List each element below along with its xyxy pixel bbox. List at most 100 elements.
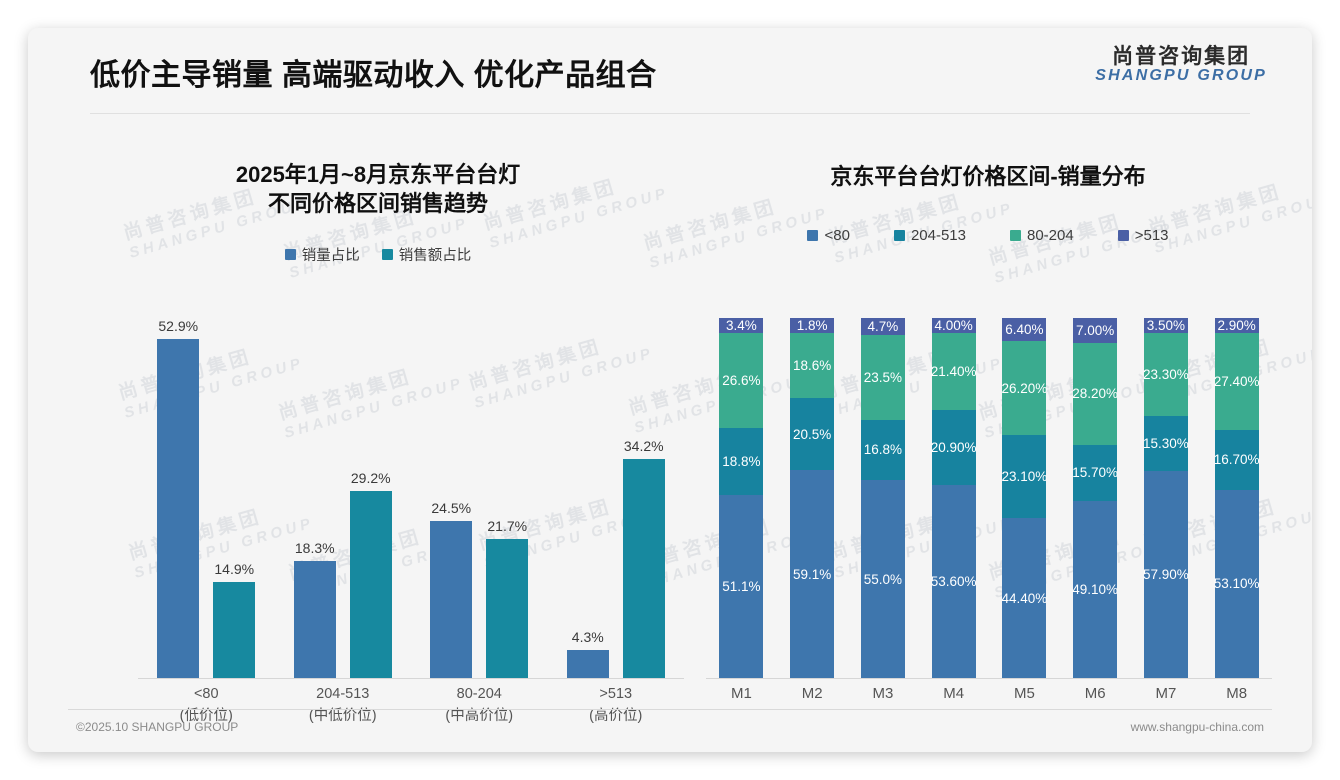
segment-value-label: 4.00% xyxy=(934,318,973,333)
stacked-bar[interactable]: 7.00% 28.20% 15.70% 49.10% xyxy=(1072,318,1119,678)
stacked-bar-segment[interactable]: 49.10% xyxy=(1072,501,1119,678)
left-chart-title-line2: 不同价格区间销售趋势 xyxy=(267,191,488,217)
stacked-bar-segment[interactable]: 1.8% xyxy=(790,318,835,333)
stacked-bar-segment[interactable]: 15.70% xyxy=(1072,444,1118,502)
left-chart-plot: 52.9% 14.9% 18.3% 29.2% 24.5% 21.7% 4.3% 34.2% xyxy=(138,306,684,678)
right-legend-item[interactable]: >513 xyxy=(1117,227,1169,244)
stacked-bar[interactable]: 2.90% 27.40% 16.70% 53.10% xyxy=(1213,318,1260,678)
x-axis-label: M1 xyxy=(730,685,752,702)
segment-value-label: 28.20% xyxy=(1072,386,1119,402)
stacked-bar-segment[interactable]: 53.10% xyxy=(1214,489,1260,678)
bar[interactable] xyxy=(430,521,473,678)
stacked-bar-segment[interactable]: 6.40% xyxy=(1002,318,1047,342)
segment-value-label: 27.40% xyxy=(1213,374,1260,390)
legend-label: 销售额占比 xyxy=(398,248,472,265)
left-chart-axis-line xyxy=(138,678,684,679)
stacked-bar-segment[interactable]: 27.40% xyxy=(1213,333,1260,431)
logo-english-text: SHANGPU GROUP xyxy=(1095,67,1267,85)
stacked-bar-segment[interactable]: 16.70% xyxy=(1214,430,1260,490)
bar[interactable] xyxy=(486,539,529,678)
stacked-bar-segment[interactable]: 4.00% xyxy=(931,318,976,333)
x-axis-label: M4 xyxy=(943,685,965,702)
stacked-bar-segment[interactable]: 21.40% xyxy=(930,333,977,410)
right-chart-axis-line xyxy=(706,678,1272,679)
bar-group: 52.9% 14.9% xyxy=(138,306,275,678)
stacked-bar-segment[interactable]: 26.20% xyxy=(1001,341,1047,436)
stacked-bar-column[interactable]: 4.7% 23.5% 16.8% 55.0% xyxy=(848,318,919,678)
stacked-bar[interactable]: 3.50% 23.30% 15.30% 57.90% xyxy=(1143,318,1189,678)
stacked-bar-segment[interactable]: 23.5% xyxy=(860,334,905,420)
x-axis-label-primary: <80 xyxy=(193,686,219,702)
bar-column[interactable]: 52.9% xyxy=(157,306,200,678)
stacked-bar-segment[interactable]: 23.10% xyxy=(1001,435,1047,519)
stacked-bar-segment[interactable]: 28.20% xyxy=(1072,343,1119,445)
stacked-bar-segment[interactable]: 16.8% xyxy=(860,419,905,480)
slide-card: 低价主导销量 高端驱动收入 优化产品组合 尚普咨询集团 SHANGPU GROU… xyxy=(28,28,1312,752)
stacked-bar-column[interactable]: 2.90% 27.40% 16.70% 53.10% xyxy=(1201,318,1272,678)
bar[interactable] xyxy=(213,582,256,678)
stacked-bar-segment[interactable]: 53.60% xyxy=(930,485,977,678)
x-axis-label: M7 xyxy=(1155,685,1177,702)
stacked-bar-column[interactable]: 7.00% 28.20% 15.70% 49.10% xyxy=(1060,318,1131,678)
segment-value-label: 1.8% xyxy=(796,318,828,333)
stacked-bar-segment[interactable]: 55.0% xyxy=(860,480,905,678)
bar[interactable] xyxy=(349,491,392,678)
stacked-bar[interactable]: 1.8% 18.6% 20.5% 59.1% xyxy=(790,318,835,678)
stacked-bar-segment[interactable]: 3.4% xyxy=(719,318,764,333)
left-legend-item[interactable]: 销量占比 xyxy=(284,244,360,265)
right-legend-item[interactable]: 204-513 xyxy=(893,227,966,244)
stacked-bar-segment[interactable]: 2.90% xyxy=(1214,318,1259,333)
stacked-bar-segment[interactable]: 7.00% xyxy=(1073,318,1118,344)
stacked-bar-segment[interactable]: 23.30% xyxy=(1143,333,1189,417)
segment-value-label: 53.60% xyxy=(930,574,977,590)
bar-column[interactable]: 4.3% xyxy=(566,306,609,678)
right-legend-item[interactable]: <80 xyxy=(807,227,850,244)
stacked-bar-segment[interactable]: 18.8% xyxy=(719,428,764,496)
stacked-bar-segment[interactable]: 44.40% xyxy=(1001,518,1047,678)
stacked-bar-segment[interactable]: 4.7% xyxy=(860,318,905,335)
bar-column[interactable]: 21.7% xyxy=(486,306,529,678)
stacked-bar-column[interactable]: 6.40% 26.20% 23.10% 44.40% xyxy=(989,318,1060,678)
legend-swatch-icon xyxy=(1010,230,1021,242)
bar[interactable] xyxy=(566,650,609,678)
segment-value-label: 20.90% xyxy=(930,440,977,456)
right-legend-item[interactable]: 80-204 xyxy=(1010,227,1074,244)
stacked-bar-segment[interactable]: 59.1% xyxy=(790,470,835,678)
stacked-bar[interactable]: 3.4% 26.6% 18.8% 51.1% xyxy=(719,318,764,678)
stacked-bar-segment[interactable]: 3.50% xyxy=(1143,318,1188,333)
bar-group: 18.3% 29.2% xyxy=(275,306,412,678)
bar-column[interactable]: 24.5% xyxy=(430,306,473,678)
bar[interactable] xyxy=(157,339,200,678)
x-axis-label-secondary: (高价位) xyxy=(589,707,643,724)
stacked-bar-segment[interactable]: 20.90% xyxy=(930,409,977,486)
segment-value-label: 49.10% xyxy=(1072,582,1119,598)
stacked-bar-segment[interactable]: 26.6% xyxy=(719,333,764,429)
bar[interactable] xyxy=(622,459,665,678)
stacked-bar-segment[interactable]: 51.1% xyxy=(719,495,764,678)
stacked-bar-column[interactable]: 3.50% 23.30% 15.30% 57.90% xyxy=(1131,318,1202,678)
stacked-bar[interactable]: 4.00% 21.40% 20.90% 53.60% xyxy=(930,318,977,678)
stacked-bar-segment[interactable]: 15.30% xyxy=(1143,416,1189,471)
stacked-bar-column[interactable]: 4.00% 21.40% 20.90% 53.60% xyxy=(918,318,989,678)
segment-value-label: 21.40% xyxy=(930,363,977,379)
left-legend-item[interactable]: 销售额占比 xyxy=(381,244,472,265)
stacked-bar-column[interactable]: 3.4% 26.6% 18.8% 51.1% xyxy=(706,318,777,678)
stacked-bar-segment[interactable]: 20.5% xyxy=(790,398,835,471)
x-axis-label-secondary: (低价位) xyxy=(179,707,233,724)
bar-value-label: 14.9% xyxy=(214,561,255,577)
stacked-bar[interactable]: 6.40% 26.20% 23.10% 44.40% xyxy=(1001,318,1047,678)
bar-column[interactable]: 29.2% xyxy=(349,306,392,678)
stacked-bar-column[interactable]: 1.8% 18.6% 20.5% 59.1% xyxy=(777,318,848,678)
bar-column[interactable]: 14.9% xyxy=(213,306,256,678)
x-axis-label: <80 (低价位) xyxy=(138,684,275,728)
bar-group: 4.3% 34.2% xyxy=(548,306,685,678)
bar-column[interactable]: 34.2% xyxy=(622,306,665,678)
right-chart-plot: 3.4% 26.6% 18.8% 51.1% 1.8% 18.6% 20.5% 59.1% 4.… xyxy=(706,318,1272,678)
x-axis-label: M8 xyxy=(1226,685,1248,702)
stacked-bar-segment[interactable]: 18.6% xyxy=(790,333,835,399)
stacked-bar-segment[interactable]: 57.90% xyxy=(1143,471,1189,678)
bar-column[interactable]: 18.3% xyxy=(293,306,336,678)
segment-value-label: 18.6% xyxy=(792,358,832,374)
bar[interactable] xyxy=(293,561,336,678)
stacked-bar[interactable]: 4.7% 23.5% 16.8% 55.0% xyxy=(860,318,905,678)
